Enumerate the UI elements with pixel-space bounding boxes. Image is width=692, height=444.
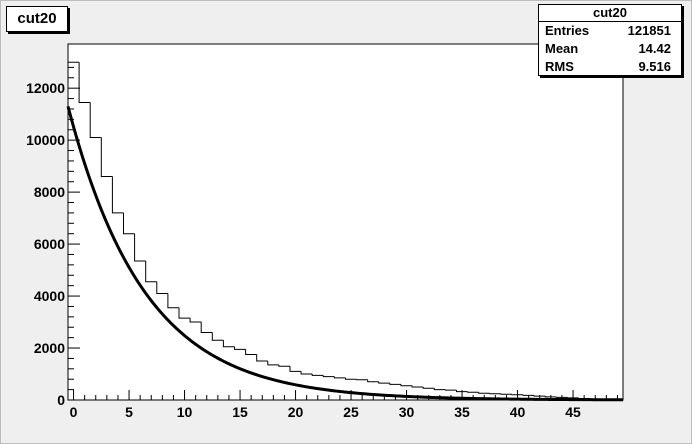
- histogram-bin: [222, 340, 235, 348]
- histogram-bin: [444, 389, 457, 391]
- y-tick-label: 2000: [34, 340, 65, 356]
- y-tick-label: 0: [57, 392, 65, 408]
- histogram-title: cut20: [6, 6, 68, 32]
- stats-value: 121851: [627, 23, 671, 38]
- x-tick-label: 20: [288, 404, 304, 420]
- stats-value: 14.42: [638, 41, 671, 56]
- histogram-bin: [267, 361, 279, 366]
- stats-key: Mean: [545, 41, 579, 56]
- y-tick-label: 8000: [34, 184, 65, 200]
- y-tick-label: 6000: [34, 236, 65, 252]
- histogram-bin: [500, 393, 512, 395]
- histogram-bin: [134, 233, 146, 262]
- histogram-bin: [100, 137, 113, 178]
- histogram-bin: [78, 62, 91, 103]
- histogram-bin: [378, 381, 390, 384]
- histogram-bin: [400, 384, 413, 387]
- histogram-bin: [156, 281, 168, 294]
- histogram-bin: [245, 349, 257, 356]
- histogram-bin: [200, 322, 213, 333]
- histogram-bin: [145, 260, 157, 283]
- stats-row-entries: Entries 121851: [539, 22, 681, 40]
- histogram-bin: [178, 307, 191, 319]
- stats-row-mean: Mean 14.42: [539, 40, 681, 58]
- stats-key: Entries: [545, 23, 590, 38]
- stats-row-rms: RMS 9.516: [539, 58, 681, 76]
- histogram-bin: [433, 388, 446, 391]
- histogram-bin: [111, 176, 124, 214]
- histogram-bin: [411, 385, 424, 388]
- histogram-bin: [478, 392, 490, 394]
- histogram-bin: [211, 332, 224, 341]
- x-tick-label: 35: [454, 404, 470, 420]
- histogram-bin: [322, 375, 335, 378]
- x-tick-label: 5: [125, 404, 133, 420]
- histogram-bin: [522, 394, 535, 396]
- histogram-bin: [167, 293, 179, 309]
- histogram-bin: [300, 371, 313, 375]
- histogram-bin: [567, 397, 579, 399]
- x-tick-label: 40: [510, 404, 526, 420]
- histogram-bin: [389, 383, 401, 385]
- histogram-bin: [234, 346, 246, 350]
- histogram-bin: [456, 390, 468, 393]
- x-tick-label: 45: [565, 404, 581, 420]
- stats-title: cut20: [539, 5, 681, 22]
- histogram-bin: [278, 364, 290, 367]
- x-tick-label: 25: [343, 404, 359, 420]
- histogram-bin: [333, 376, 346, 379]
- histogram-bin: [544, 396, 557, 398]
- y-tick-label: 10000: [26, 132, 65, 148]
- y-axis: 0 2000 4000 6000 8000 10000 12000: [26, 66, 80, 408]
- histogram-bin: [489, 393, 501, 395]
- histogram-bin: [356, 379, 368, 381]
- x-tick-label: 30: [399, 404, 415, 420]
- stats-key: RMS: [545, 59, 574, 74]
- x-axis: 0 5 10 15 20 25 30 35 40 45: [70, 390, 618, 420]
- plot-frame: [67, 43, 624, 401]
- histogram-bin: [367, 379, 379, 383]
- x-tick-label: 15: [232, 404, 248, 420]
- histogram-bin: [256, 354, 268, 362]
- histogram-bin: [533, 395, 546, 397]
- histogram-bin: [89, 102, 102, 139]
- stats-box: cut20 Entries 121851 Mean 14.42 RMS 9.51…: [538, 4, 682, 76]
- histogram-bin: [345, 377, 357, 380]
- histogram-bin: [289, 366, 302, 372]
- histogram-bin: [189, 318, 202, 323]
- histogram-bin: [67, 61, 80, 400]
- histogram-bin: [311, 374, 324, 376]
- x-tick-label: 10: [177, 404, 193, 420]
- y-tick-label: 12000: [26, 80, 65, 96]
- histogram-bars: [67, 61, 624, 400]
- stats-value: 9.516: [638, 59, 671, 74]
- histogram-bin: [422, 387, 435, 389]
- histogram-bin: [511, 394, 524, 396]
- x-tick-label: 0: [70, 404, 78, 420]
- fit-curve: [66, 105, 624, 402]
- y-tick-label: 4000: [34, 288, 65, 304]
- histogram-bin: [555, 396, 568, 398]
- histogram-bin: [467, 391, 479, 393]
- histogram-bin: [123, 212, 135, 235]
